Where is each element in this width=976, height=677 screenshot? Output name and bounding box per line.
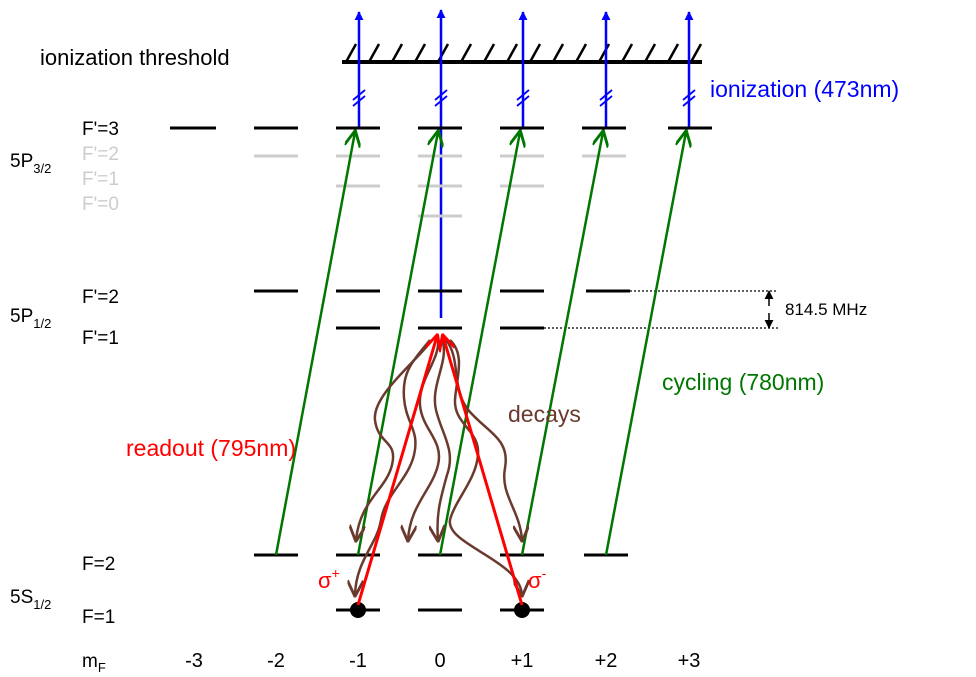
cycling-label: cycling (780nm)	[662, 369, 824, 395]
level-label-p32-f2: F'=2	[82, 144, 119, 165]
population-dot-minus1	[350, 602, 366, 618]
cycling-arrows	[274, 132, 686, 556]
population-dot-plus1	[514, 602, 530, 618]
mf-tick: +1	[511, 650, 534, 672]
splitting-label: 814.5 MHz	[785, 300, 867, 319]
level-label-p32-f0: F'=0	[82, 194, 119, 215]
level-label-p32-f1: F'=1	[82, 169, 119, 190]
sigma-minus-label: σ-	[528, 565, 547, 593]
mf-tick: -3	[185, 650, 203, 672]
mf-tick: -2	[267, 650, 285, 672]
decay-arrows	[355, 339, 522, 595]
readout-arrows	[356, 336, 524, 606]
readout-label: readout (795nm)	[126, 435, 296, 461]
manifold-5p32-label: 5P3/2	[10, 151, 51, 176]
decays-label: decays	[508, 401, 581, 427]
manifold-5s12-label: 5S1/2	[10, 587, 51, 612]
splitting-guides	[544, 290, 778, 329]
levels-s12	[254, 553, 628, 612]
manifold-5p12-label: 5P1/2	[10, 306, 51, 331]
level-label-p12-f1: F'=1	[82, 328, 119, 349]
mf-axis-label: mF	[82, 651, 106, 675]
axis-break-marks	[352, 89, 696, 107]
level-label-p32-f3: F'=3	[82, 119, 119, 140]
threshold-hatching	[344, 43, 703, 63]
level-label-s12-f1: F=1	[82, 607, 115, 628]
level-label-s12-f2: F=2	[82, 554, 115, 575]
mf-tick: -1	[349, 650, 367, 672]
ionization-label: ionization (473nm)	[710, 76, 899, 102]
level-label-p12-f2: F'=2	[82, 287, 119, 308]
levels-p12	[254, 289, 630, 330]
ionization-arrows	[354, 9, 694, 318]
mf-tick: 0	[434, 650, 445, 672]
threshold-label: ionization threshold	[40, 45, 230, 70]
mf-axis-ticks: -3 -2 -1 0 +1 +2 +3	[185, 650, 700, 672]
mf-tick: +2	[595, 650, 618, 672]
sigma-plus-label: σ+	[318, 565, 340, 593]
levels-p32-faded	[254, 154, 626, 218]
mf-tick: +3	[678, 650, 701, 672]
